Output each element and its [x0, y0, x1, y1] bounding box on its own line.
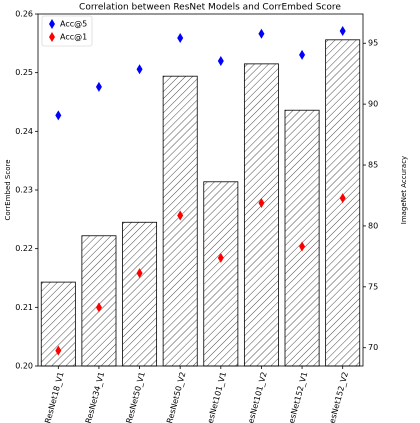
point: [258, 28, 265, 39]
point: [136, 64, 143, 75]
y2-axis-label: ImageNet Accuracy: [400, 156, 408, 224]
x-tick-label: ResNet152_V1: [286, 371, 310, 423]
point: [95, 81, 102, 92]
y-tick-label: 0.21: [15, 303, 33, 312]
point: [55, 110, 62, 121]
y-tick-label: 0.25: [15, 68, 33, 77]
bar: [162, 75, 198, 367]
point: [217, 252, 224, 263]
y-tick-label: 0.22: [15, 244, 33, 253]
point: [339, 26, 346, 37]
bar: [243, 63, 279, 367]
bar: [203, 181, 239, 367]
legend-label: Acc@5: [60, 20, 87, 29]
x-tick-label: ResNet18_V1: [43, 371, 65, 423]
y-tick-label: 0.20: [15, 362, 33, 371]
point: [136, 268, 143, 279]
legend-marker: [49, 32, 55, 42]
legend-marker: [49, 19, 55, 29]
point: [217, 55, 224, 66]
x-tick-label: ResNet34_V1: [84, 371, 106, 423]
x-tick-label: ResNet152_V2: [326, 371, 350, 423]
point: [177, 32, 184, 43]
point: [258, 197, 265, 208]
y2-tick-label: 70: [368, 343, 378, 352]
x-tick-label: ResNet50_V2: [165, 371, 187, 423]
x-tick-label: ResNet50_V1: [124, 371, 146, 423]
y2-tick-label: 75: [368, 282, 378, 291]
legend-label: Acc@1: [60, 33, 87, 42]
point: [95, 302, 102, 313]
y-tick-label: 0.24: [15, 127, 33, 136]
y-axis-label: CorrEmbed Score: [4, 159, 12, 220]
point: [339, 193, 346, 204]
point: [299, 241, 306, 252]
bar: [122, 221, 158, 367]
point: [177, 210, 184, 221]
point: [299, 49, 306, 60]
bar: [81, 235, 117, 367]
x-tick-label: ResNet101_V2: [245, 371, 269, 423]
y2-tick-label: 95: [368, 39, 378, 48]
y-tick-label: 0.23: [15, 186, 33, 195]
y2-tick-label: 80: [368, 221, 378, 230]
y-tick-label: 0.26: [15, 10, 33, 19]
point: [55, 345, 62, 356]
x-tick-label: ResNet101_V1: [204, 371, 228, 423]
y2-tick-label: 90: [368, 100, 378, 109]
chart-title: Correlation between ResNet Models and Co…: [79, 3, 341, 13]
bar: [284, 109, 320, 367]
y2-tick-label: 85: [368, 161, 378, 170]
